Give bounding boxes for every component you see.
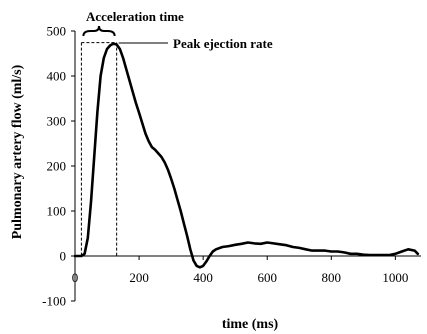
x-tick-label: 200: [129, 270, 149, 285]
acceleration-time-label: Acceleration time: [86, 9, 184, 24]
y-tick-label: 0: [60, 249, 67, 264]
y-tick-label: 400: [47, 69, 67, 84]
x-tick-label: 600: [257, 270, 277, 285]
series-line: [73, 42, 420, 269]
acceleration-brace: [82, 25, 116, 37]
x-tick-label: 0: [72, 270, 79, 285]
x-axis-title: time (ms): [222, 317, 279, 332]
y-tick-label: 200: [47, 159, 67, 174]
y-tick-label: -100: [42, 294, 66, 309]
y-axis-title: Pulmonary artery flow (ml/s): [10, 64, 25, 239]
x-tick-label: 1000: [382, 270, 408, 285]
x-tick-label: 800: [322, 270, 342, 285]
peak-ejection-rate-label: Peak ejection rate: [173, 36, 273, 51]
x-tick-label: 400: [193, 270, 213, 285]
y-tick-label: 300: [47, 114, 67, 129]
y-tick-label: 100: [47, 204, 67, 219]
annotation-group: [80, 25, 168, 256]
y-tick-label: 500: [47, 24, 67, 39]
tick-group: -100 0 100 200 300 400 500 0 200 400 600 800 1000: [42, 24, 408, 309]
